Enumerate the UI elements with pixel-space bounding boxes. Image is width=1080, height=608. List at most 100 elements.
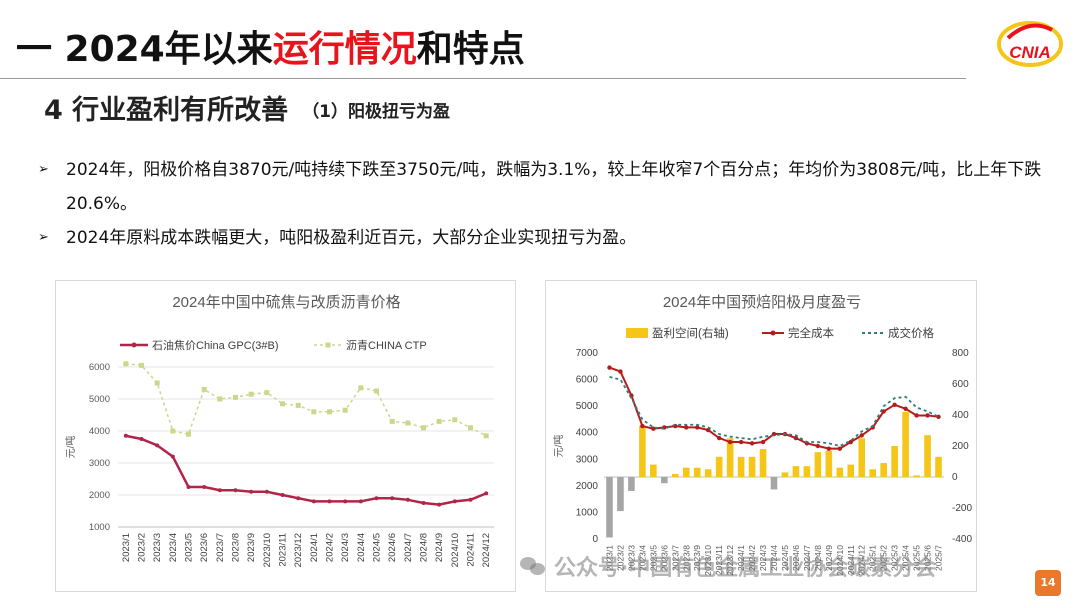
coke-price-point — [405, 497, 410, 502]
x-tick-label: 2024/12 — [857, 545, 867, 576]
full-cost-point — [684, 425, 689, 430]
coke-price-point — [311, 499, 316, 504]
coke-price-point — [123, 433, 128, 438]
pitch-price-point — [154, 380, 160, 386]
arrow-bullet-icon: ➢ — [38, 230, 49, 245]
arrow-bullet-icon: ➢ — [38, 162, 49, 177]
full-cost-line — [609, 366, 939, 450]
profit-bar — [693, 467, 701, 477]
pitch-price-point — [123, 361, 129, 367]
x-tick-label: 2024/7 — [802, 545, 812, 571]
pitch-price-point — [233, 394, 238, 400]
full-cost-point — [848, 439, 853, 445]
chart-title: 2024年中国预焙阳极月度盈亏 — [663, 294, 861, 311]
pitch-price-point — [280, 401, 285, 407]
coke-price-point — [421, 501, 426, 505]
x-tick-label: 2024/3 — [758, 545, 768, 571]
full-cost-point — [859, 433, 864, 438]
coke-price-line — [125, 434, 487, 506]
coke-price-point — [170, 454, 175, 459]
page-number: 14 — [1035, 570, 1061, 596]
y-tick-label: 4000 — [89, 426, 110, 437]
pitch-price-point — [358, 385, 364, 391]
x-tick-label: 2023/8 — [681, 545, 691, 571]
coke-price-point — [343, 499, 348, 504]
x-tick-label: 2024/12 — [481, 533, 492, 567]
profit-bar — [924, 435, 931, 477]
full-cost-point — [826, 446, 832, 451]
section-subheading: （1）阳极扭亏为盈 — [302, 102, 451, 122]
x-tick-label: 2024/8 — [419, 533, 430, 562]
x-tick-label: 2024/9 — [824, 545, 834, 571]
full-cost-point — [760, 439, 766, 445]
logo-text: CNIA — [1009, 43, 1051, 62]
transaction-price-line — [609, 376, 939, 447]
profit-bar — [781, 472, 789, 477]
x-tick-label: 2023/6 — [659, 545, 669, 571]
x-tick-label: 2023/12 — [293, 533, 304, 567]
x-tick-label: 2023/5 — [648, 545, 658, 571]
full-cost-point — [925, 413, 930, 418]
x-tick-label: 2024/9 — [434, 533, 445, 562]
profit-bar — [825, 450, 833, 477]
pitch-price-point — [405, 420, 411, 426]
y-tick-label: 3000 — [576, 454, 599, 465]
y-tick-label: 0 — [592, 534, 598, 545]
x-tick-label: 2025/3 — [890, 545, 900, 571]
coke-price-point — [374, 496, 379, 501]
coke-price-point — [280, 493, 285, 497]
y2-tick-label: 400 — [952, 410, 969, 421]
full-cost-point — [651, 426, 656, 431]
full-cost-point — [903, 406, 908, 411]
profit-bar — [935, 456, 942, 477]
coke-price-point — [358, 499, 363, 504]
pitch-price-point — [217, 396, 223, 402]
title-highlight: 运行情况 — [272, 29, 417, 70]
pitch-price-point — [295, 402, 301, 408]
profit-bar — [803, 466, 811, 477]
profit-bar — [847, 464, 855, 477]
full-cost-point — [914, 413, 919, 418]
y-tick-label: 5000 — [89, 394, 110, 405]
profit-bar — [661, 477, 668, 484]
x-tick-label: 2023/4 — [637, 545, 647, 571]
pitch-price-point — [436, 418, 442, 424]
full-cost-point — [727, 439, 733, 445]
profit-bar — [748, 456, 756, 477]
wechat-icon — [520, 555, 546, 577]
x-tick-label: 2024/11 — [466, 533, 477, 567]
profit-bar — [858, 438, 866, 477]
y-tick-label: 2000 — [576, 481, 599, 492]
legend-label: 石油焦价China GPC(3#B) — [152, 338, 279, 352]
full-cost-point — [749, 441, 755, 446]
x-tick-label: 2024/2 — [325, 533, 336, 562]
pitch-price-point — [139, 362, 144, 368]
pitch-price-point — [374, 388, 379, 394]
profit-bar — [902, 411, 909, 477]
pitch-price-point — [389, 418, 395, 424]
coke-price-point — [233, 488, 238, 493]
full-cost-point — [640, 423, 645, 429]
bullet-item: ➢ 2024年原料成本跌幅更大，吨阳极盈利近百元，大部分企业实现扭亏为盈。 — [38, 221, 1058, 255]
chart-2-svg: 2024年中国预焙阳极月度盈亏0100020003000400050006000… — [552, 294, 972, 576]
x-tick-label: 2023/10 — [262, 533, 273, 567]
x-tick-label: 2023/5 — [184, 533, 195, 562]
x-tick-label: 2023/1 — [604, 545, 614, 571]
profit-bar — [836, 467, 844, 477]
profit-bar — [891, 446, 898, 477]
profit-bar — [650, 464, 657, 477]
section-heading: 4 行业盈利有所改善 — [44, 95, 289, 126]
coke-price-point — [390, 496, 395, 501]
profit-bar — [770, 477, 778, 490]
y-axis-label: 元/吨 — [64, 436, 77, 459]
watermark-text: 公众号·中国有色金属工业协会碳素分会 — [554, 556, 937, 581]
pitch-price-point — [201, 386, 207, 392]
full-cost-point — [837, 446, 843, 451]
profit-bar — [672, 473, 679, 477]
coke-price-point — [452, 499, 457, 504]
y2-tick-label: -400 — [952, 534, 972, 545]
y-tick-label: 6000 — [89, 362, 110, 373]
x-tick-label: 2024/1 — [736, 545, 746, 571]
x-tick-label: 2024/10 — [835, 545, 845, 576]
coke-price-point — [296, 496, 301, 501]
